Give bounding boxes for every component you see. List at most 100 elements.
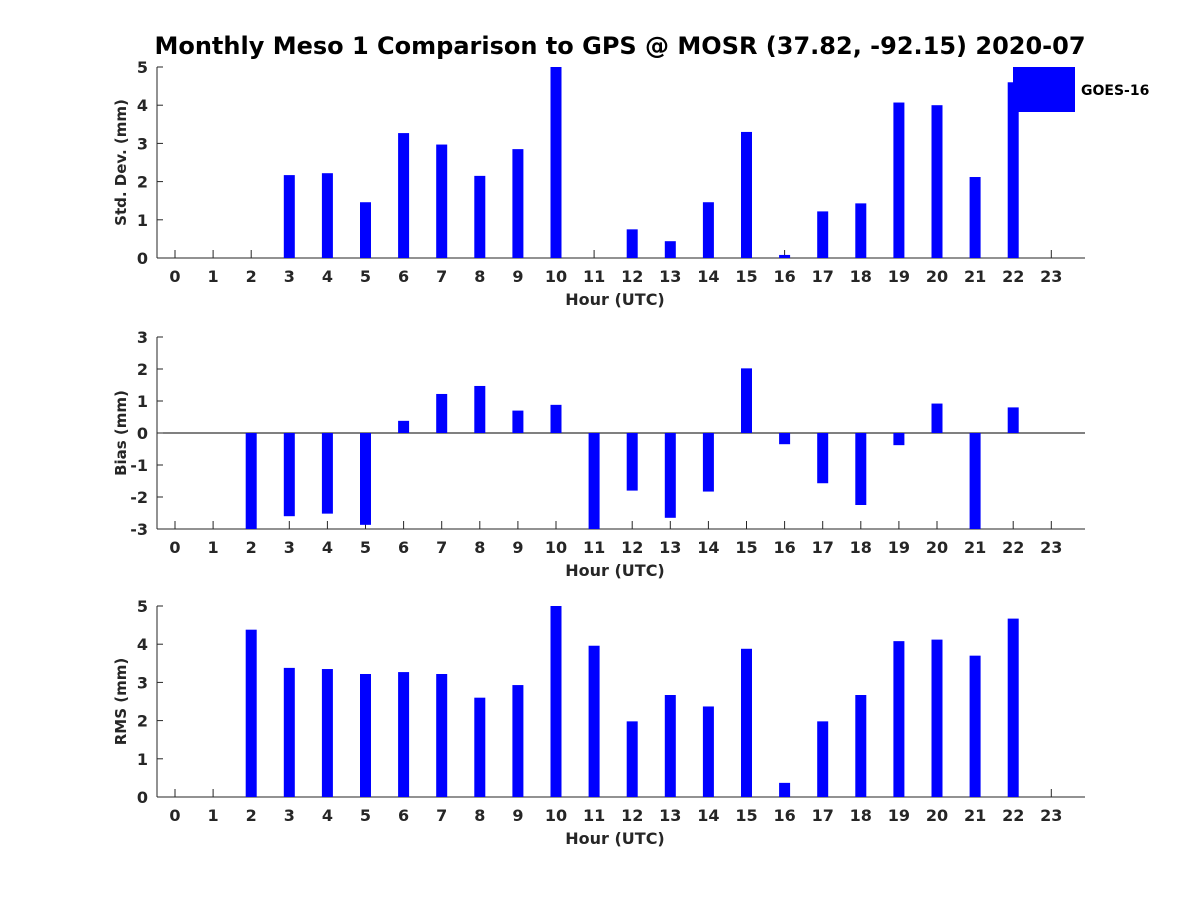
x-tick-label: 8 [474,806,485,825]
x-tick-label: 1 [208,267,219,286]
bar-hour-15 [741,131,752,258]
x-tick-label: 12 [621,538,643,557]
x-tick-label: 8 [474,267,485,286]
x-tick-label: 0 [169,806,180,825]
x-tick-label: 19 [888,538,910,557]
y-axis-label: Std. Dev. (mm) [112,99,130,226]
y-tick-label: 1 [137,392,148,411]
x-tick-label: 4 [322,806,333,825]
x-tick-label: 22 [1002,538,1024,557]
x-tick-label: 7 [436,806,447,825]
bar-hour-18 [855,695,867,797]
bar-hour-7 [436,673,448,797]
y-tick-label: 1 [137,750,148,769]
x-axis-label: Hour (UTC) [565,561,665,580]
x-tick-label: 12 [621,806,643,825]
bar-hour-3 [283,433,295,517]
x-tick-label: 17 [812,806,834,825]
x-tick-label: 11 [583,538,605,557]
bar-hour-10 [550,67,562,258]
bar-hour-14 [702,433,714,492]
x-tick-label: 15 [735,267,757,286]
bar-hour-10 [550,404,562,433]
x-tick-label: 13 [659,806,681,825]
legend-swatch [1013,67,1075,112]
x-tick-label: 19 [888,267,910,286]
bar-hour-22 [1007,82,1019,258]
x-tick-label: 2 [246,806,257,825]
x-tick-label: 14 [697,267,719,286]
x-tick-label: 0 [169,538,180,557]
bar-hour-22 [1007,407,1019,433]
y-tick-label: 2 [137,712,148,731]
bar-hour-20 [931,639,943,797]
bar-hour-20 [931,105,943,258]
x-tick-label: 2 [246,538,257,557]
y-axis-label: RMS (mm) [112,658,130,745]
chart-title: Monthly Meso 1 Comparison to GPS @ MOSR … [154,32,1085,60]
bar-hour-17 [817,721,829,797]
bar-hour-3 [283,667,295,797]
legend: GOES-16 [1013,67,1149,112]
x-tick-label: 8 [474,538,485,557]
x-tick-label: 19 [888,806,910,825]
y-tick-label: 2 [137,173,148,192]
bar-hour-17 [817,433,829,484]
y-tick-label: -1 [130,456,148,475]
x-tick-label: 18 [850,806,872,825]
x-tick-label: 0 [169,267,180,286]
bar-hour-6 [398,672,410,797]
bar-hour-16 [779,782,791,797]
bar-hour-7 [436,393,448,433]
bar-hour-4 [321,669,333,797]
y-tick-label: 0 [137,788,148,807]
bar-hour-3 [283,175,295,258]
bar-hour-10 [550,606,562,797]
bar-hour-5 [360,202,371,258]
x-tick-label: 15 [735,806,757,825]
bar-hour-13 [664,695,676,797]
y-tick-label: 0 [137,424,148,443]
y-tick-label: 5 [137,58,148,77]
bar-hour-2 [245,433,257,529]
y-tick-label: 4 [137,96,148,115]
x-tick-label: 20 [926,267,948,286]
x-tick-label: 21 [964,267,986,286]
bar-hour-8 [474,175,486,258]
bar-hour-14 [702,202,714,258]
x-tick-label: 22 [1002,806,1024,825]
x-tick-label: 7 [436,538,447,557]
x-tick-label: 3 [284,267,295,286]
bar-hour-6 [398,420,410,433]
bar-hour-21 [969,177,981,258]
bar-hour-7 [436,144,448,258]
y-tick-label: 5 [137,597,148,616]
x-tick-label: 10 [545,538,567,557]
bar-hour-20 [931,403,943,433]
x-tick-label: 21 [964,538,986,557]
y-tick-label: -2 [130,488,148,507]
bar-hour-21 [969,433,981,529]
x-tick-label: 9 [512,538,523,557]
bar-hour-18 [855,203,867,258]
x-tick-label: 16 [773,538,795,557]
x-tick-label: 12 [621,267,643,286]
x-tick-label: 13 [659,267,681,286]
y-tick-label: 3 [137,328,148,347]
x-tick-label: 7 [436,267,447,286]
x-tick-label: 10 [545,267,567,286]
bar-hour-2 [245,629,257,797]
x-tick-label: 3 [284,806,295,825]
x-tick-label: 2 [246,267,257,286]
x-tick-label: 23 [1040,806,1062,825]
bar-hour-15 [741,648,752,797]
bar-hour-9 [512,410,524,433]
x-tick-label: 10 [545,806,567,825]
bar-hour-4 [321,433,333,514]
bar-hour-8 [474,385,486,433]
